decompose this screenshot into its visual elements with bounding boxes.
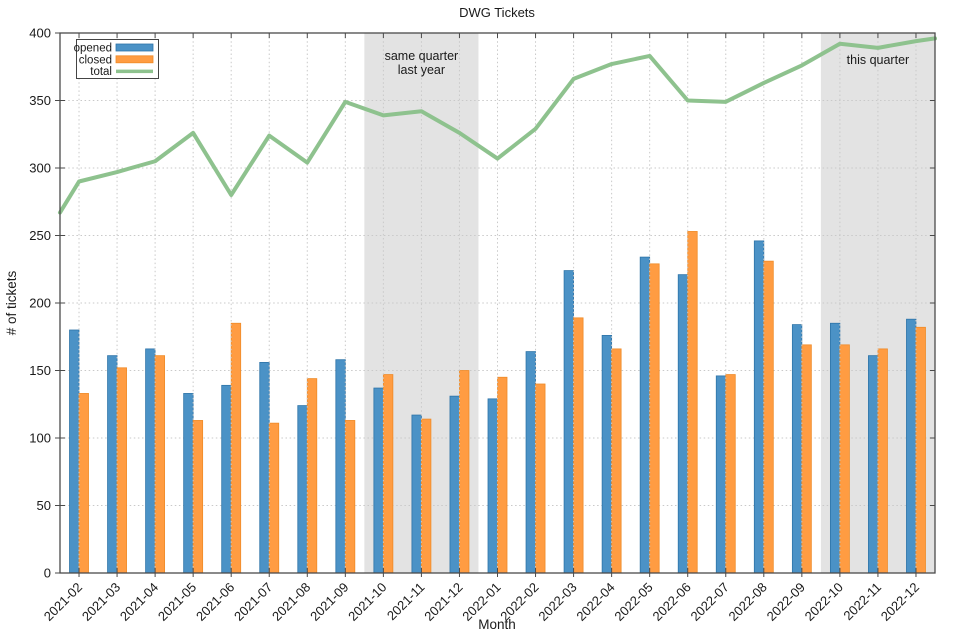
x-tick-label: 2022-05 xyxy=(611,580,655,624)
bar-opened-2022-11 xyxy=(868,355,879,574)
bar-opened-2022-04 xyxy=(601,334,613,574)
bar-closed-2021-02 xyxy=(78,393,89,574)
bar-closed-2021-04 xyxy=(154,355,166,574)
x-tick-label: 2021-09 xyxy=(307,580,351,624)
bar-opened-2022-09 xyxy=(791,324,803,574)
bar-opened-2022-06 xyxy=(677,274,689,574)
x-tick-label: 2022-12 xyxy=(878,580,922,624)
bar-closed-2022-05 xyxy=(649,263,660,574)
bar-opened-2021-02 xyxy=(69,329,80,574)
bar-opened-2022-07 xyxy=(715,375,727,574)
bar-closed-2021-07 xyxy=(268,422,280,574)
bar-series-closed xyxy=(78,231,926,574)
bar-closed-2022-03 xyxy=(573,317,584,574)
bar-closed-2022-02 xyxy=(535,383,546,574)
bar-opened-2021-07 xyxy=(259,361,270,574)
legend-label-closed: closed xyxy=(79,54,112,66)
bar-opened-2022-02 xyxy=(525,351,536,574)
bar-closed-2022-08 xyxy=(763,260,774,574)
legend-label-opened: opened xyxy=(74,43,112,55)
x-tick-label: 2021-08 xyxy=(269,580,313,624)
bar-opened-2021-10 xyxy=(373,387,384,574)
x-tick-label: 2022-08 xyxy=(726,580,770,624)
bar-opened-2021-05 xyxy=(183,393,194,574)
bar-closed-2022-04 xyxy=(611,348,622,574)
bar-closed-2021-09 xyxy=(344,420,356,574)
y-tick-label: 250 xyxy=(29,228,51,243)
bar-opened-2021-03 xyxy=(107,355,118,574)
y-axis-label: # of tickets xyxy=(4,270,19,335)
bar-opened-2021-08 xyxy=(297,405,308,574)
y-tick-label: 300 xyxy=(29,161,51,176)
y-tick-label: 50 xyxy=(37,498,51,513)
x-tick-label: 2021-03 xyxy=(79,580,123,624)
bar-opened-2022-03 xyxy=(563,270,574,574)
x-tick-label: 2021-12 xyxy=(421,580,465,624)
bar-opened-2022-01 xyxy=(487,398,498,574)
bar-opened-2022-10 xyxy=(829,322,841,574)
bar-closed-2021-03 xyxy=(116,367,127,574)
bar-closed-2021-10 xyxy=(382,374,394,574)
bar-opened-2022-08 xyxy=(753,240,765,574)
y-tick-label: 100 xyxy=(29,431,51,446)
bar-closed-2021-11 xyxy=(421,418,432,574)
x-tick-label: 2021-06 xyxy=(193,580,237,624)
y-tick-labels: 0 50 100 150 200 250 300 350 400 xyxy=(29,26,51,581)
chart-title: DWG Tickets xyxy=(459,5,535,20)
x-tick-label: 2022-09 xyxy=(764,580,808,624)
plot-area: 0501001502002503003504002021-022021-0320… xyxy=(29,26,937,624)
x-tick-label: 2022-11 xyxy=(840,580,884,624)
bar-closed-2022-06 xyxy=(687,231,698,574)
bar-opened-2022-05 xyxy=(639,256,651,574)
y-tick-label: 150 xyxy=(29,363,51,378)
x-tick-label: 2022-03 xyxy=(535,580,579,624)
x-tick-label: 2021-10 xyxy=(345,580,389,624)
legend-swatch-closed xyxy=(115,55,154,64)
bar-opened-2021-04 xyxy=(145,348,156,574)
annotation-text: this quarter xyxy=(847,53,910,67)
bar-opened-2021-06 xyxy=(221,384,232,574)
bar-opened-2021-12 xyxy=(449,395,460,574)
x-axis-label: Month xyxy=(478,617,516,632)
x-tick-label: 2021-02 xyxy=(41,580,85,624)
legend-label-total: total xyxy=(90,66,112,78)
x-tick-label: 2021-04 xyxy=(117,580,161,624)
bar-closed-2021-06 xyxy=(230,322,242,574)
bar-closed-2022-01 xyxy=(497,376,508,574)
bar-opened-2021-11 xyxy=(411,414,422,574)
bar-closed-2021-05 xyxy=(192,420,204,574)
x-tick-label: 2021-05 xyxy=(155,580,199,624)
y-tick-label: 350 xyxy=(29,93,51,108)
x-tick-label: 2021-11 xyxy=(384,580,428,624)
y-tick-label: 400 xyxy=(29,26,51,41)
y-tick-label: 0 xyxy=(44,566,51,581)
bar-closed-2022-12 xyxy=(915,326,926,574)
bar-opened-2022-12 xyxy=(906,318,917,574)
x-tick-label: 2022-04 xyxy=(573,580,617,624)
bar-closed-2021-08 xyxy=(306,378,318,574)
annotation-text: same quarter xyxy=(385,49,459,63)
bar-opened-2021-09 xyxy=(335,359,346,574)
x-tick-label: 2022-07 xyxy=(688,580,732,624)
bar-closed-2021-12 xyxy=(459,370,470,574)
tick-marks xyxy=(55,32,935,577)
total-line xyxy=(58,36,937,215)
x-tick-label: 2022-06 xyxy=(649,580,693,624)
annotation-text: last year xyxy=(398,63,445,77)
bar-closed-2022-10 xyxy=(839,344,850,574)
y-tick-label: 200 xyxy=(29,296,51,311)
bar-closed-2022-11 xyxy=(877,348,888,574)
legend-swatch-total xyxy=(116,69,153,74)
bar-closed-2022-07 xyxy=(725,374,736,574)
bar-closed-2022-09 xyxy=(801,344,812,574)
x-tick-label: 2021-07 xyxy=(231,580,275,624)
legend-swatch-opened xyxy=(115,43,154,52)
x-tick-label: 2022-10 xyxy=(802,580,846,624)
